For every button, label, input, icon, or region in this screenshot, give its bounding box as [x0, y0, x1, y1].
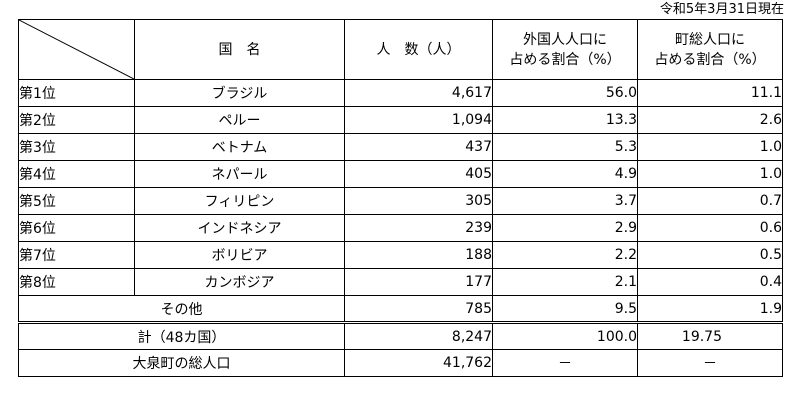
count-cell: 188 — [344, 241, 493, 269]
rank-cell: 第7位 — [18, 241, 135, 269]
town-share-cell: 0.5 — [637, 241, 783, 269]
other-label: その他 — [18, 295, 345, 323]
table-row: 第4位 ネパール 405 4.9 1.0 — [18, 160, 783, 188]
rank-cell: 第4位 — [18, 160, 135, 188]
diagonal-corner-cell — [18, 19, 135, 80]
town-share-cell: 0.6 — [637, 214, 783, 242]
total-foreign-share: 100.0 — [492, 321, 638, 350]
table-row: 第6位 インドネシア 239 2.9 0.6 — [18, 214, 783, 242]
other-foreign-share: 9.5 — [492, 295, 638, 323]
count-cell: 405 — [344, 160, 493, 188]
table-row: 第3位 ベトナム 437 5.3 1.0 — [18, 133, 783, 161]
foreign-share-cell: 5.3 — [492, 133, 638, 161]
country-cell: フィリピン — [134, 187, 345, 215]
country-cell: ボリビア — [134, 241, 345, 269]
town-share-cell: 0.7 — [637, 187, 783, 215]
country-cell: インドネシア — [134, 214, 345, 242]
town-share-cell: 0.4 — [637, 268, 783, 296]
count-cell: 437 — [344, 133, 493, 161]
header-town-share-line1: 町総人口に — [675, 31, 745, 48]
header-count: 人 数（人） — [344, 19, 493, 80]
rank-cell: 第2位 — [18, 106, 135, 134]
town-share-cell: 1.0 — [637, 133, 783, 161]
foreign-share-cell: 2.9 — [492, 214, 638, 242]
town-population-town-share: － — [637, 349, 783, 377]
foreign-share-cell: 2.2 — [492, 241, 638, 269]
town-share-cell: 1.0 — [637, 160, 783, 188]
count-cell: 177 — [344, 268, 493, 296]
count-cell: 1,094 — [344, 106, 493, 134]
foreign-share-cell: 4.9 — [492, 160, 638, 188]
other-count: 785 — [344, 295, 493, 323]
header-town-share-line2: 占める割合（%） — [654, 51, 766, 68]
foreign-share-cell: 2.1 — [492, 268, 638, 296]
total-town-share: 19.75 — [637, 321, 783, 350]
rank-cell: 第6位 — [18, 214, 135, 242]
header-row: 国 名 人 数（人） 外国人人口に 占める割合（%） 町総人口に 占める割合（%… — [18, 19, 783, 80]
count-cell: 4,617 — [344, 79, 493, 107]
other-row: その他 785 9.5 1.9 — [18, 295, 783, 323]
country-cell: カンボジア — [134, 268, 345, 296]
town-share-cell: 11.1 — [637, 79, 783, 107]
rank-cell: 第5位 — [18, 187, 135, 215]
town-population-row: 大泉町の総人口 41,762 － － — [18, 349, 783, 377]
total-row: 計（48カ国） 8,247 100.0 19.75 — [18, 321, 783, 350]
town-population-foreign-share: － — [492, 349, 638, 377]
country-cell: ペルー — [134, 106, 345, 134]
table-row: 第1位 ブラジル 4,617 56.0 11.1 — [18, 79, 783, 107]
country-cell: ブラジル — [134, 79, 345, 107]
header-town-share: 町総人口に 占める割合（%） — [637, 19, 783, 80]
foreign-share-cell: 56.0 — [492, 79, 638, 107]
foreign-share-cell: 13.3 — [492, 106, 638, 134]
other-town-share: 1.9 — [637, 295, 783, 323]
count-cell: 305 — [344, 187, 493, 215]
total-count: 8,247 — [344, 321, 493, 350]
header-foreign-share-line2: 占める割合（%） — [509, 51, 621, 68]
header-country: 国 名 — [134, 19, 345, 80]
table-row: 第7位 ボリビア 188 2.2 0.5 — [18, 241, 783, 269]
country-cell: ネパール — [134, 160, 345, 188]
header-foreign-share: 外国人人口に 占める割合（%） — [492, 19, 638, 80]
rank-cell: 第8位 — [18, 268, 135, 296]
table-row: 第5位 フィリピン 305 3.7 0.7 — [18, 187, 783, 215]
town-share-cell: 2.6 — [637, 106, 783, 134]
header-foreign-share-line1: 外国人人口に — [523, 31, 607, 48]
town-population-count: 41,762 — [344, 349, 493, 377]
country-cell: ベトナム — [134, 133, 345, 161]
as-of-date: 令和5年3月31日現在 — [659, 2, 784, 17]
diagonal-line — [19, 20, 134, 79]
table-row: 第8位 カンボジア 177 2.1 0.4 — [18, 268, 783, 296]
rank-cell: 第1位 — [18, 79, 135, 107]
foreign-share-cell: 3.7 — [492, 187, 638, 215]
town-population-label: 大泉町の総人口 — [18, 349, 345, 377]
count-cell: 239 — [344, 214, 493, 242]
rank-cell: 第3位 — [18, 133, 135, 161]
foreign-population-table: 国 名 人 数（人） 外国人人口に 占める割合（%） 町総人口に 占める割合（%… — [18, 19, 783, 377]
table-row: 第2位 ペルー 1,094 13.3 2.6 — [18, 106, 783, 134]
total-label: 計（48カ国） — [18, 321, 345, 350]
